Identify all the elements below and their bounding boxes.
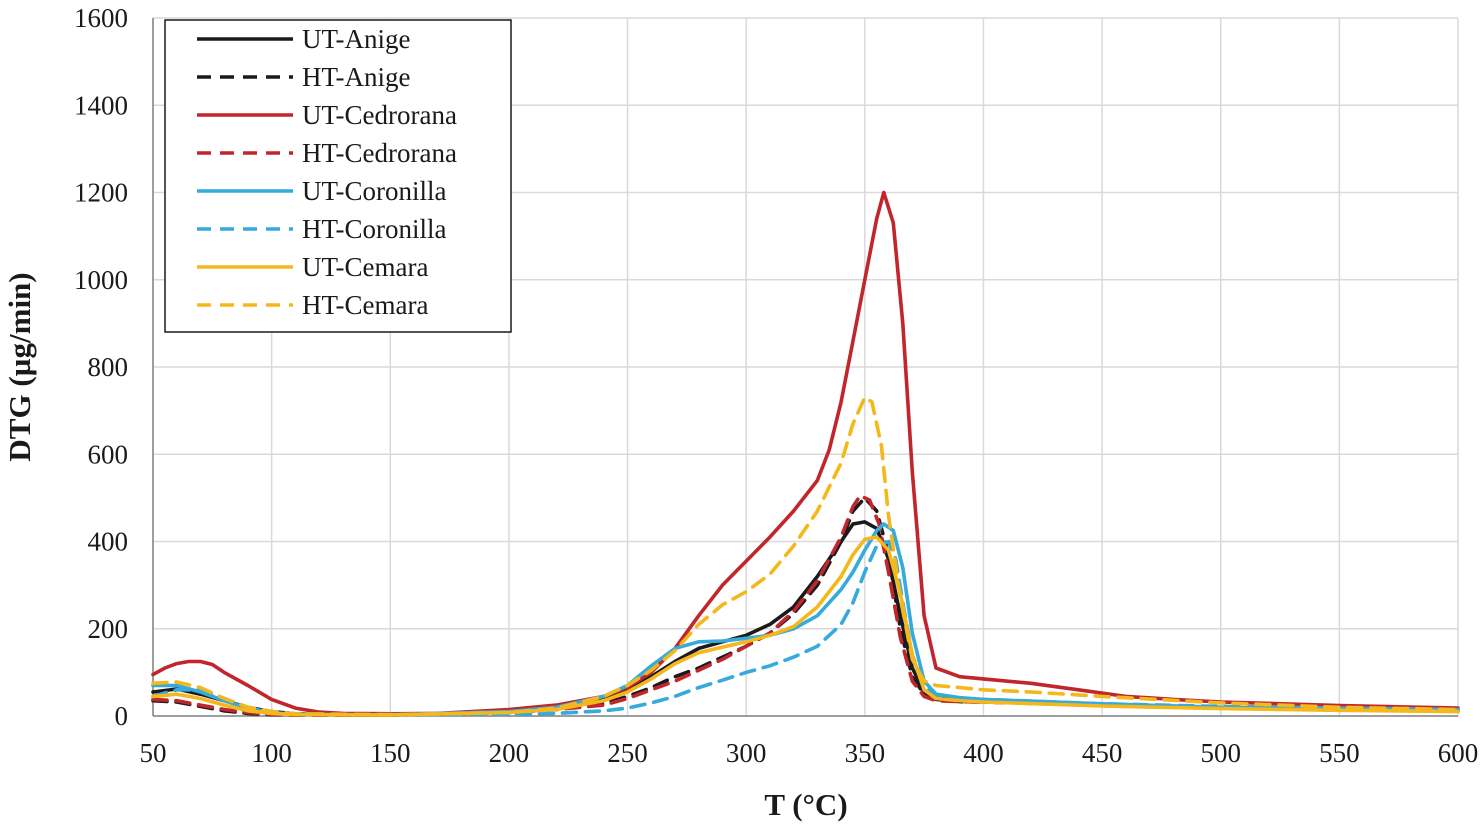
legend-label: HT-Anige — [302, 62, 411, 92]
series-line-ut-cedrorana — [151, 190, 1460, 716]
legend-label: UT-Coronilla — [302, 176, 447, 206]
x-tick-label: 400 — [963, 738, 1004, 768]
x-tick-label: 500 — [1200, 738, 1241, 768]
series-lines — [151, 190, 1460, 717]
y-tick-label: 400 — [88, 527, 129, 557]
legend-label: HT-Cemara — [302, 290, 428, 320]
legend-label: UT-Cemara — [302, 252, 428, 282]
x-tick-label: 250 — [607, 738, 648, 768]
x-tick-label: 150 — [370, 738, 411, 768]
x-tick-label: 550 — [1319, 738, 1360, 768]
x-tick-labels: 50 100 150 200 250 300 350 400 450 500 550 600 — [140, 738, 1479, 768]
y-tick-label: 200 — [88, 614, 129, 644]
x-axis-title: T (°C) — [764, 787, 847, 822]
x-tick-label: 450 — [1082, 738, 1123, 768]
y-tick-label: 1400 — [74, 90, 128, 120]
y-tick-label: 1200 — [74, 178, 128, 208]
legend-label: UT-Anige — [302, 24, 411, 54]
legend-box — [164, 19, 512, 333]
y-tick-labels: 0 200 400 600 800 1000 1200 1400 1600 — [74, 3, 128, 731]
legend-label: UT-Cedrorana — [302, 100, 457, 130]
legend: UT-Anige HT-Anige UT-Cedrorana HT-Cedrorana… — [164, 19, 512, 333]
y-axis-title: DTG (µg/min) — [2, 272, 37, 461]
x-tick-label: 350 — [845, 738, 886, 768]
legend-label: HT-Cedrorana — [302, 138, 457, 168]
series-line-ht-cemara — [151, 395, 1460, 717]
y-tick-label: 1600 — [74, 3, 128, 33]
legend-label: HT-Coronilla — [302, 214, 447, 244]
series-line-ut-cemara — [151, 535, 1460, 717]
x-tick-label: 50 — [140, 738, 167, 768]
y-tick-label: 0 — [115, 701, 129, 731]
x-tick-label: 300 — [726, 738, 767, 768]
grid-lines — [153, 17, 1459, 716]
series-line-ut-coronilla — [151, 522, 1460, 717]
x-tick-label: 200 — [489, 738, 530, 768]
x-tick-label: 100 — [251, 738, 292, 768]
y-tick-label: 1000 — [74, 265, 128, 295]
y-tick-label: 600 — [88, 439, 129, 469]
x-tick-label: 600 — [1438, 738, 1479, 768]
y-tick-label: 800 — [88, 352, 129, 382]
